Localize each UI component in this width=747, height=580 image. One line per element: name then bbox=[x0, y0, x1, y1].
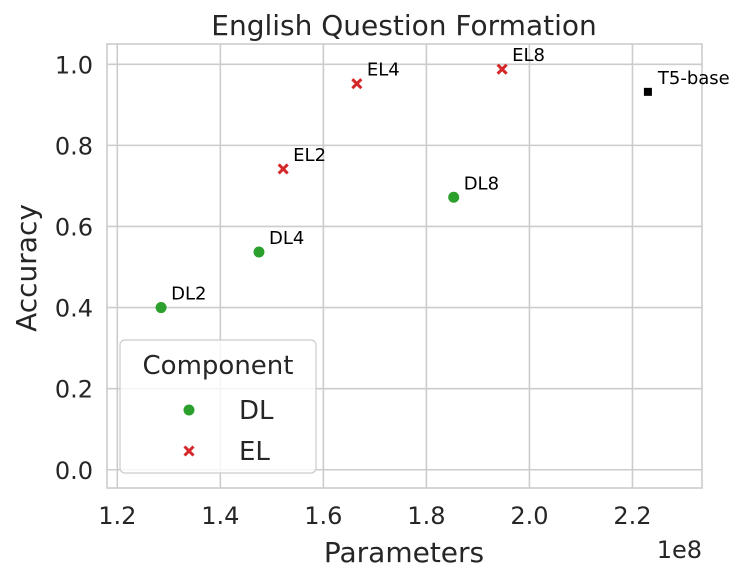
y-tick-label: 0.0 bbox=[55, 457, 93, 485]
x-axis-ticks: 1.2 1.4 1.6 1.8 2.0 2.2 bbox=[98, 502, 651, 530]
x-tick-label: 1.2 bbox=[98, 502, 136, 530]
y-tick-label: 0.2 bbox=[55, 376, 93, 404]
legend-title: Component bbox=[143, 351, 294, 381]
point-el2 bbox=[277, 163, 289, 175]
legend-marker-dl bbox=[183, 404, 195, 416]
y-tick-label: 0.8 bbox=[55, 132, 93, 160]
point-label-dl8: DL8 bbox=[464, 173, 499, 194]
point-label-t5-base: T5-base bbox=[657, 68, 730, 89]
legend-box bbox=[119, 339, 317, 474]
point-el8 bbox=[496, 63, 508, 75]
x-tick-label: 1.6 bbox=[304, 502, 342, 530]
y-axis-ticks: 0.0 0.2 0.4 0.6 0.8 1.0 bbox=[55, 51, 93, 484]
point-el4 bbox=[351, 78, 363, 90]
x-tick-label: 1.8 bbox=[407, 502, 445, 530]
y-axis-label: Accuracy bbox=[10, 204, 43, 332]
x-axis-offset-label: 1e8 bbox=[657, 536, 702, 564]
legend: Component DL EL bbox=[119, 339, 317, 474]
point-dl4 bbox=[253, 246, 265, 258]
point-dl8 bbox=[448, 191, 460, 203]
x-tick-label: 1.4 bbox=[201, 502, 239, 530]
data-point-labels: DL2 DL4 DL8 EL2 EL4 EL8 T5-base bbox=[171, 45, 730, 304]
point-label-el8: EL8 bbox=[512, 45, 545, 66]
x-axis-label: Parameters bbox=[324, 536, 484, 569]
legend-label-dl: DL bbox=[239, 396, 274, 426]
point-label-dl4: DL4 bbox=[269, 228, 304, 249]
legend-label-el: EL bbox=[239, 437, 270, 467]
data-points bbox=[155, 63, 652, 314]
point-label-el2: EL2 bbox=[293, 145, 326, 166]
y-tick-label: 0.6 bbox=[55, 213, 93, 241]
x-tick-label: 2.0 bbox=[510, 502, 548, 530]
point-dl2 bbox=[155, 302, 167, 314]
legend-marker-el bbox=[183, 445, 195, 457]
plot-frame bbox=[106, 43, 703, 489]
point-t5-base bbox=[643, 87, 652, 96]
chart-title: English Question Formation bbox=[211, 9, 596, 42]
x-tick-label: 2.2 bbox=[613, 502, 651, 530]
y-tick-label: 1.0 bbox=[55, 51, 93, 79]
point-label-el4: EL4 bbox=[367, 60, 400, 81]
y-tick-label: 0.4 bbox=[55, 295, 93, 323]
point-label-dl2: DL2 bbox=[171, 284, 206, 305]
